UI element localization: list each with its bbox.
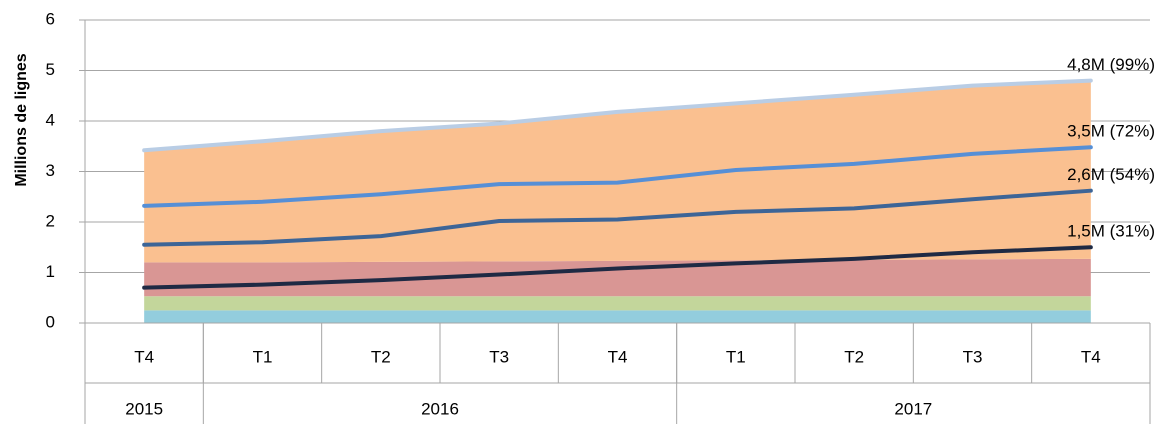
x-tick-label: T1 [726,347,746,366]
group-label: 2015 [125,399,163,418]
x-tick-label: T2 [371,347,391,366]
x-tick-label: T4 [608,347,628,366]
end-label: 1,5M (31%) [1067,222,1155,241]
y-tick-label: 1 [46,262,55,281]
x-tick-label: T3 [963,347,983,366]
line [142,188,1093,247]
end-label: 4,8M (99%) [1067,55,1155,74]
group-label: 2017 [894,399,932,418]
y-tick-label: 2 [46,211,55,230]
y-tick-label: 5 [46,60,55,79]
group-label: 2016 [421,399,459,418]
y-tick-label: 4 [46,110,55,129]
x-tick-label: T4 [134,347,154,366]
line [142,245,1093,290]
x-tick-label: T1 [253,347,273,366]
area [144,310,1091,323]
x-tick-label: T4 [1081,347,1101,366]
end-label: 2,6M (54%) [1067,165,1155,184]
x-tick-label: T2 [844,347,864,366]
line [142,78,1093,153]
x-tick-label: T3 [489,347,509,366]
end-label: 3,5M (72%) [1067,122,1155,141]
y-tick-label: 0 [46,312,55,331]
y-tick-label: 3 [46,161,55,180]
y-tick-label: 6 [46,9,55,28]
line [142,145,1093,208]
area [144,296,1091,311]
area [144,258,1091,297]
area [144,80,1091,263]
y-axis-label: Millions de lignes [13,53,30,186]
